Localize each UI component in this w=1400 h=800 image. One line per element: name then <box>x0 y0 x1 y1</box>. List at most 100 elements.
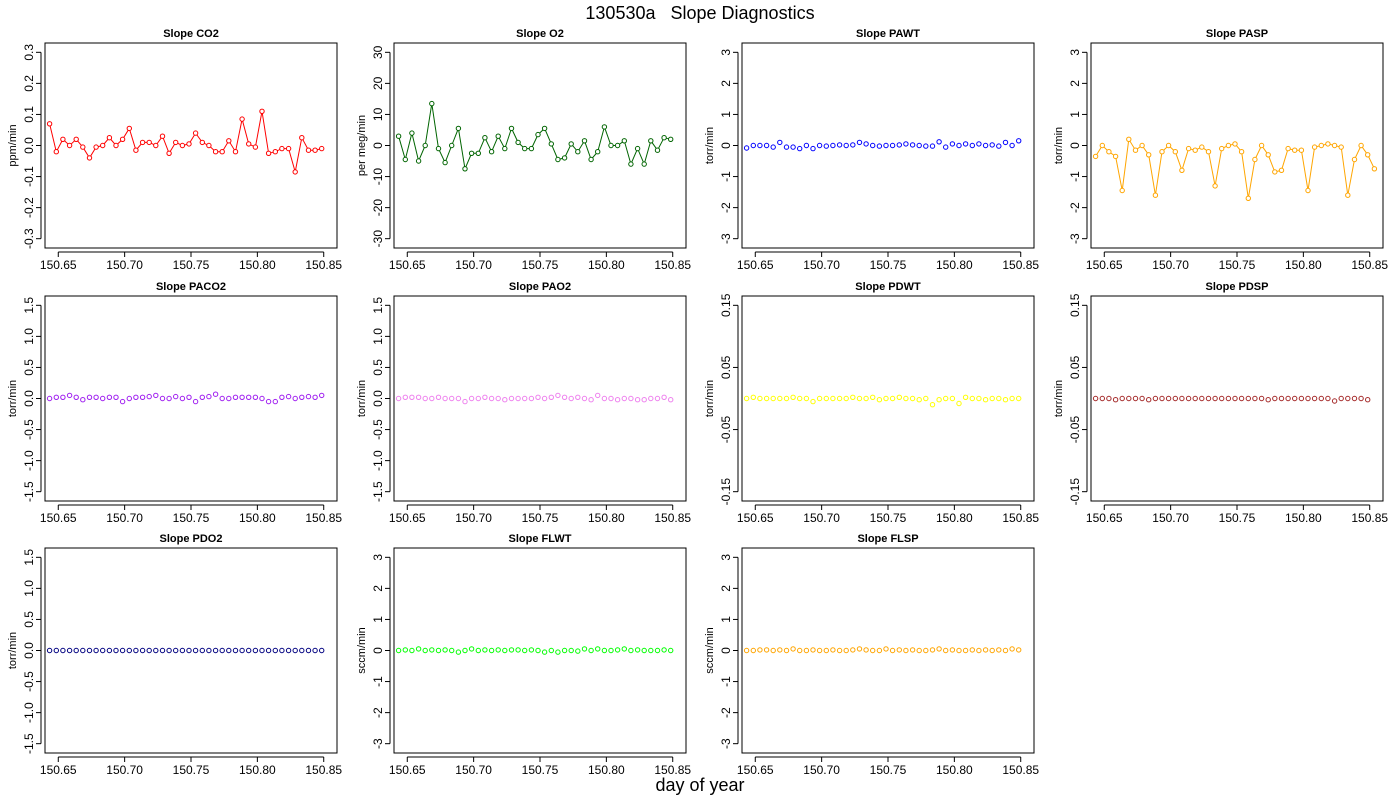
data-point <box>186 394 192 400</box>
x-tick-label: 150.80 <box>588 511 625 525</box>
data-point <box>621 138 627 144</box>
x-tick-label: 150.80 <box>588 763 625 777</box>
data-point <box>581 646 588 652</box>
data-point <box>246 647 252 654</box>
data-point <box>1002 397 1009 403</box>
data-point <box>166 647 172 654</box>
data-point <box>1265 397 1271 403</box>
data-point <box>996 647 1002 653</box>
y-axis-label: torr/min <box>1053 380 1065 417</box>
data-point <box>1152 395 1159 402</box>
data-point <box>1112 153 1119 160</box>
data-point <box>1106 149 1112 155</box>
data-point <box>949 647 956 653</box>
data-point <box>1285 395 1291 402</box>
data-point <box>1311 395 1318 402</box>
data-point <box>750 647 756 654</box>
data-point <box>199 647 206 654</box>
data-point <box>803 647 810 654</box>
data-point <box>1179 167 1185 174</box>
data-point <box>166 150 172 157</box>
data-point <box>113 394 119 400</box>
y-tick-label: -0.2 <box>22 197 36 218</box>
data-point <box>668 647 674 654</box>
data-point <box>66 647 73 654</box>
data-point <box>66 392 73 399</box>
data-point <box>239 394 245 400</box>
data-point <box>588 156 594 163</box>
data-point <box>1119 395 1125 402</box>
data-point <box>219 395 225 402</box>
data-point <box>1179 395 1185 402</box>
data-point <box>575 149 581 155</box>
data-point <box>528 395 535 402</box>
data-point <box>1112 397 1119 403</box>
data-point <box>843 395 849 402</box>
data-point <box>803 142 810 149</box>
data-point <box>896 142 902 148</box>
y-axis-label: torr/min <box>704 127 716 164</box>
data-point <box>246 394 252 400</box>
data-point <box>535 647 541 654</box>
data-point <box>903 395 909 402</box>
data-point <box>1278 167 1285 174</box>
data-point <box>1099 395 1106 402</box>
data-point <box>495 133 501 139</box>
y-tick-label: 3 <box>371 554 385 561</box>
data-point <box>555 392 561 399</box>
data-point <box>654 147 661 153</box>
data-point <box>1199 395 1205 402</box>
chart-panel: Slope PDO2 torr/min 150.65 150.70 150.75 150.… <box>7 533 342 777</box>
data-point <box>429 395 435 402</box>
data-point <box>634 647 641 653</box>
y-tick-label: 0 <box>371 142 385 149</box>
y-tick-label: -3 <box>371 738 385 749</box>
data-point <box>770 395 776 402</box>
x-tick-label: 150.80 <box>588 258 625 272</box>
data-point <box>797 395 803 402</box>
data-point <box>863 395 869 402</box>
data-point <box>816 395 823 402</box>
y-tick-label: 1 <box>1068 111 1082 118</box>
data-point <box>1345 192 1351 198</box>
data-point <box>1016 138 1022 144</box>
data-point <box>1351 156 1358 163</box>
y-tick-label: -2 <box>1068 202 1082 213</box>
data-point <box>1298 147 1305 153</box>
y-tick-label: -0.5 <box>22 671 36 692</box>
x-tick-label: 150.70 <box>455 763 492 777</box>
plot-frame <box>741 42 1035 249</box>
data-point <box>1132 147 1139 153</box>
data-point <box>1165 142 1172 149</box>
y-tick-label: 1.5 <box>371 297 385 314</box>
y-tick-label: 0.0 <box>371 390 385 407</box>
data-point <box>429 100 435 107</box>
data-point <box>661 135 667 141</box>
x-tick-label: 150.70 <box>455 258 492 272</box>
x-tick-label: 150.80 <box>936 511 973 525</box>
data-point <box>146 647 152 654</box>
data-point <box>299 394 305 400</box>
data-point <box>763 395 770 402</box>
data-point <box>628 395 634 402</box>
data-point <box>561 394 568 400</box>
data-point <box>259 108 265 115</box>
data-point <box>475 395 481 402</box>
x-tick-label: 150.75 <box>173 258 210 272</box>
data-point <box>259 647 265 654</box>
x-tick-label: 150.65 <box>1086 511 1123 525</box>
data-point <box>186 141 192 147</box>
y-axis-label: torr/min <box>1053 127 1065 164</box>
data-point <box>186 647 192 654</box>
data-point <box>816 142 823 149</box>
data-point <box>568 395 574 402</box>
data-point <box>943 144 949 150</box>
y-tick-label: 0.05 <box>719 355 733 379</box>
data-point <box>409 394 415 400</box>
data-point <box>1126 395 1132 402</box>
data-point <box>595 149 601 155</box>
x-tick-label: 150.75 <box>522 763 559 777</box>
data-point <box>608 647 614 654</box>
data-point <box>883 646 889 652</box>
data-point <box>402 647 408 653</box>
